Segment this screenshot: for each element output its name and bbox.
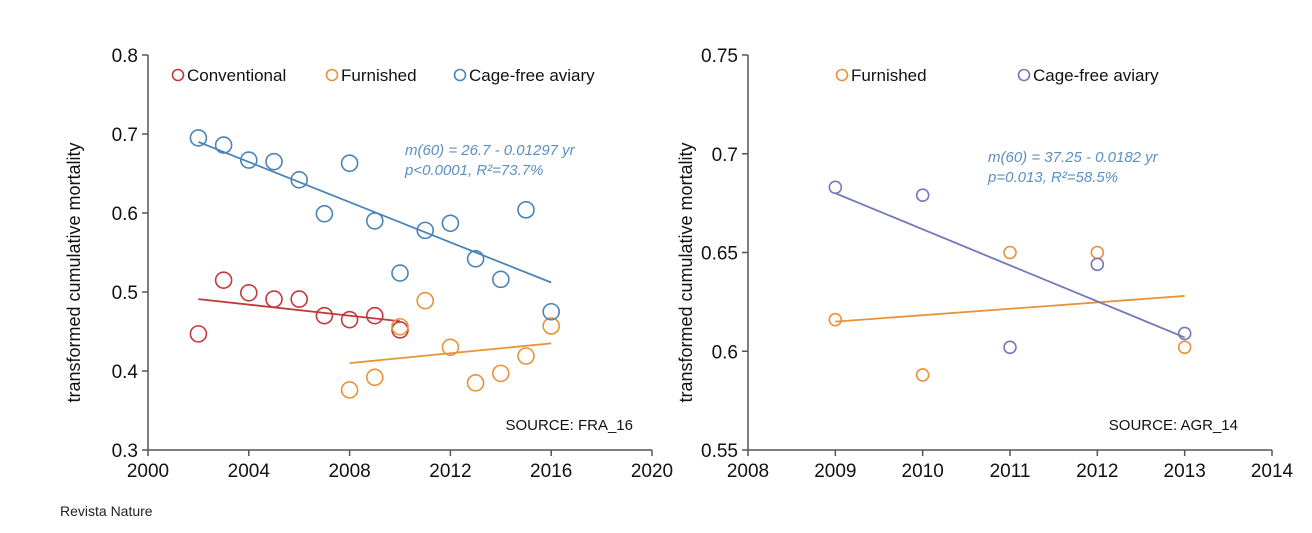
- data-point: [1090, 257, 1105, 272]
- y-tick-label: 0.3: [112, 441, 138, 462]
- x-tick-label: 2000: [127, 461, 169, 482]
- x-tick-label: 2016: [530, 461, 572, 482]
- y-tick-label: 0.6: [712, 342, 738, 363]
- series-furnished: [828, 245, 1192, 382]
- y-tick-label: 0.7: [112, 125, 138, 146]
- regression-annotation: m(60) = 37.25 - 0.0182 yr: [988, 149, 1159, 166]
- legend-marker: [325, 68, 339, 82]
- legend-label: Conventional: [187, 66, 286, 85]
- legend-marker: [453, 68, 467, 82]
- series-conventional: [189, 271, 409, 343]
- data-point: [265, 152, 283, 171]
- data-point: [491, 270, 510, 289]
- series-cage-free-aviary: [189, 129, 561, 321]
- x-tick-label: 2012: [429, 461, 471, 482]
- data-point: [290, 290, 309, 308]
- x-tick-label: 2014: [1251, 461, 1294, 482]
- legend-marker: [171, 68, 185, 82]
- data-point: [1177, 340, 1192, 355]
- data-point: [466, 374, 485, 392]
- regression-annotation: p=0.013, R²=58.5%: [987, 169, 1118, 186]
- data-point: [391, 317, 409, 336]
- x-tick-label: 2008: [727, 461, 769, 482]
- data-point: [340, 154, 359, 173]
- data-point: [1177, 326, 1192, 341]
- data-point: [416, 291, 435, 310]
- legend-label: Cage-free aviary: [469, 66, 595, 85]
- data-point: [391, 264, 409, 282]
- data-point: [340, 381, 359, 399]
- data-point: [315, 306, 334, 325]
- data-point: [189, 129, 208, 147]
- data-point: [491, 364, 510, 383]
- data-point: [542, 317, 561, 335]
- x-tick-label: 2009: [814, 461, 856, 482]
- data-point: [441, 338, 460, 357]
- source-label: SOURCE: AGR_14: [1109, 417, 1238, 434]
- regression-annotation: p<0.0001, R²=73.7%: [404, 162, 543, 179]
- data-point: [214, 136, 233, 154]
- data-point: [340, 310, 359, 329]
- data-point: [828, 180, 843, 195]
- data-point: [315, 204, 334, 223]
- data-point: [240, 151, 258, 169]
- data-point: [214, 271, 233, 289]
- trend-line: [349, 342, 552, 364]
- y-tick-label: 0.75: [701, 46, 738, 67]
- data-point: [1090, 245, 1105, 260]
- legend-marker: [1017, 68, 1031, 82]
- x-tick-label: 2010: [902, 461, 944, 482]
- series-furnished: [340, 291, 561, 399]
- data-point: [441, 214, 460, 233]
- data-point: [466, 250, 485, 268]
- legend-label: Furnished: [851, 66, 927, 85]
- regression-annotation: m(60) = 26.7 - 0.01297 yr: [405, 142, 576, 159]
- x-tick-label: 2011: [990, 461, 1031, 482]
- data-point: [290, 171, 309, 189]
- legend-marker: [835, 68, 849, 82]
- series-cage-free-aviary: [828, 180, 1192, 355]
- y-tick-label: 0.4: [112, 362, 139, 383]
- x-tick-label: 2004: [228, 461, 271, 482]
- y-tick-label: 0.7: [712, 145, 738, 166]
- data-point: [416, 221, 435, 240]
- trend-line: [834, 192, 1186, 339]
- y-axis-label: transformed cumulative mortality: [676, 142, 696, 402]
- data-point: [1003, 245, 1017, 260]
- y-tick-label: 0.65: [701, 244, 738, 265]
- x-tick-label: 2008: [328, 461, 370, 482]
- data-point: [365, 306, 384, 325]
- data-point: [517, 347, 535, 365]
- data-point: [915, 188, 930, 203]
- chart-2: 0.55 0.6 0.65 0.7 0.75 2008 2009 2010 2011 2012 20…: [676, 46, 1294, 482]
- legend-label: Cage-free aviary: [1033, 66, 1159, 85]
- y-tick-label: 0.6: [112, 204, 138, 225]
- x-tick-label: 2020: [631, 461, 673, 482]
- credit-text: Revista Nature: [60, 503, 153, 519]
- data-point: [828, 312, 843, 327]
- data-point: [915, 368, 930, 382]
- data-point: [240, 283, 258, 302]
- data-point: [189, 325, 208, 343]
- y-tick-label: 0.55: [701, 441, 738, 462]
- y-axis-label: transformed cumulative mortality: [64, 142, 84, 402]
- data-point: [1003, 340, 1017, 355]
- x-tick-label: 2012: [1076, 461, 1118, 482]
- chart-1: 0.3 0.4 0.5 0.6 0.7 0.8 2000 2004 2008 2012 2016 20…: [64, 46, 673, 482]
- data-point: [365, 368, 384, 387]
- trend-line: [835, 295, 1185, 323]
- x-tick-label: 2013: [1164, 461, 1206, 482]
- source-label: SOURCE: FRA_16: [505, 417, 633, 434]
- data-point: [265, 290, 283, 308]
- y-tick-label: 0.5: [112, 283, 138, 304]
- data-point: [542, 302, 561, 321]
- data-point: [517, 201, 535, 219]
- y-tick-label: 0.8: [112, 46, 138, 67]
- data-point: [365, 212, 384, 230]
- legend-label: Furnished: [341, 66, 417, 85]
